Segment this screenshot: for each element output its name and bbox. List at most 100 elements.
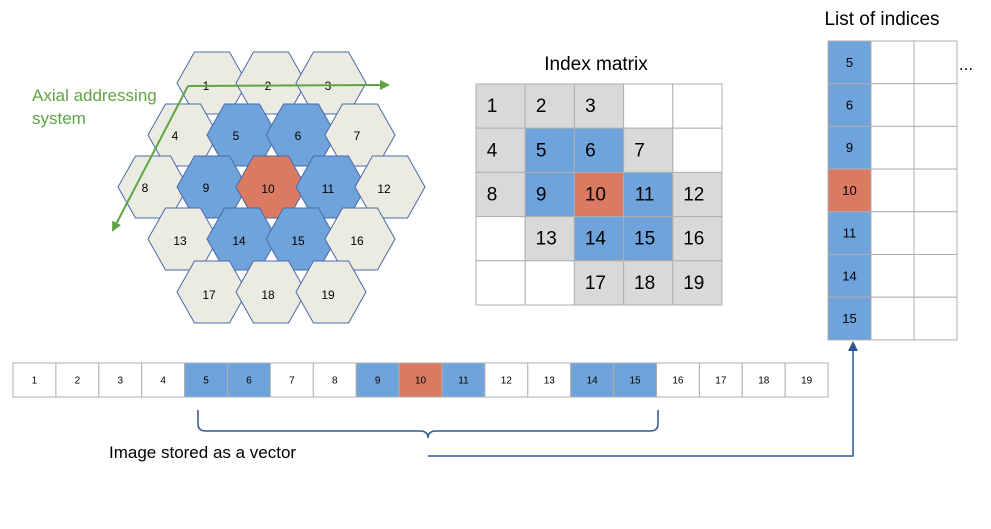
matrix-cell [475,171,526,218]
matrix-cell [672,260,723,306]
vector-cell-label: 6 [246,376,252,387]
matrix-cell-label: 12 [683,185,704,206]
matrix-cell [475,83,526,129]
list-empty-cell [870,168,915,213]
list-index-label: 14 [842,268,856,283]
indices-list: 5 6 9 10 11 14 15 [827,40,958,341]
list-empty-cell [870,40,915,85]
list-index-label: 11 [843,226,857,241]
image-vector: 1 2 3 4 5 6 7 8 9 10 11 12 13 14 15 16 17 18 19 [12,362,829,398]
vector-cell [527,362,572,398]
matrix-cell-label: 13 [536,229,557,250]
matrix-cell [672,171,723,218]
matrix-cell [623,171,674,218]
vector-cell-label: 17 [715,376,727,387]
vector-cell [398,362,443,398]
list-empty-cell [870,296,915,341]
vector-range-brace [197,410,659,439]
vector-cell [312,362,357,398]
matrix-cell [524,260,575,306]
axial-axis-q-arrow [187,80,390,91]
list-empty-cell [913,296,958,341]
matrix-cell [573,171,625,218]
hex-cell-label: 17 [202,288,216,302]
hex-cell-label: 16 [350,234,364,248]
hex-cell-label: 18 [261,288,275,302]
hex-cell-label: 11 [322,182,335,196]
matrix-cell-label: 2 [536,96,547,117]
vector-cell [784,362,829,398]
matrix-cell [672,83,723,129]
hex-cell-label: 6 [295,129,302,143]
matrix-cell-label: 1 [487,96,498,117]
matrix-cell [623,216,674,262]
hex-cell-label: 10 [261,182,275,196]
list-index-cell [827,254,872,298]
matrix-cell-label: 15 [634,229,655,250]
vector-cell [698,362,743,398]
list-empty-cell [913,83,958,127]
vector-caption: Image stored as a vector [109,443,296,462]
hex-cell-label: 5 [233,129,240,143]
list-empty-cell [870,83,915,127]
vector-cell-label: 15 [629,376,641,387]
matrix-cell [573,83,625,129]
list-empty-cell [870,211,915,256]
vector-cell [355,362,400,398]
vector-cell [269,362,314,398]
hex-cell-label: 7 [354,129,361,143]
vector-cell-label: 18 [758,376,770,387]
matrix-cell-label: 16 [683,229,704,250]
vector-cell-label: 9 [375,376,381,387]
matrix-cell-label: 3 [585,96,596,117]
matrix-cell [524,171,575,218]
vector-cell-label: 7 [289,376,295,387]
list-empty-cell [870,254,915,298]
matrix-cell [623,127,674,173]
vector-cell-label: 8 [332,376,338,387]
list-empty-cell [913,125,958,170]
vector-cell-label: 11 [458,376,469,387]
vector-cell [184,362,229,398]
vector-cell [570,362,615,398]
list-index-label: 15 [842,311,856,326]
matrix-cell-label: 6 [585,140,596,161]
list-index-cell [827,83,872,127]
hex-cell-label: 19 [321,288,335,302]
vector-to-list-connector [428,341,858,457]
axial-label-line1: Axial addressing [32,86,157,105]
matrix-cell [623,83,674,129]
indices-list-ellipsis: ... [959,55,973,74]
hex-cell-label: 12 [377,182,391,196]
matrix-cell-label: 14 [585,229,607,250]
list-index-label: 5 [846,55,853,70]
vector-cell-label: 1 [32,376,38,387]
axial-label-line2: system [32,109,86,128]
hex-cell-label: 15 [291,234,305,248]
vector-cell [98,362,143,398]
vector-cell-label: 10 [415,376,427,387]
list-index-cell [827,125,872,170]
list-index-cell [827,211,872,256]
matrix-cell [672,216,723,262]
matrix-cell-label: 10 [585,185,606,206]
matrix-cell-label: 11 [635,185,655,206]
matrix-cell-label: 19 [683,273,704,294]
matrix-cell-label: 7 [634,140,645,161]
matrix-cell-label: 8 [487,185,498,206]
vector-cell [12,362,57,398]
hex-cell-label: 13 [173,234,187,248]
matrix-cell [475,127,526,173]
vector-cell [55,362,100,398]
list-empty-cell [913,254,958,298]
index-matrix-title: Index matrix [544,54,648,75]
axial-axes [112,80,390,232]
hex-cell-label: 14 [232,234,246,248]
vector-cell-label: 19 [801,376,813,387]
matrix-cell [475,260,526,306]
matrix-cell [475,216,526,262]
vector-cell-label: 12 [501,376,513,387]
